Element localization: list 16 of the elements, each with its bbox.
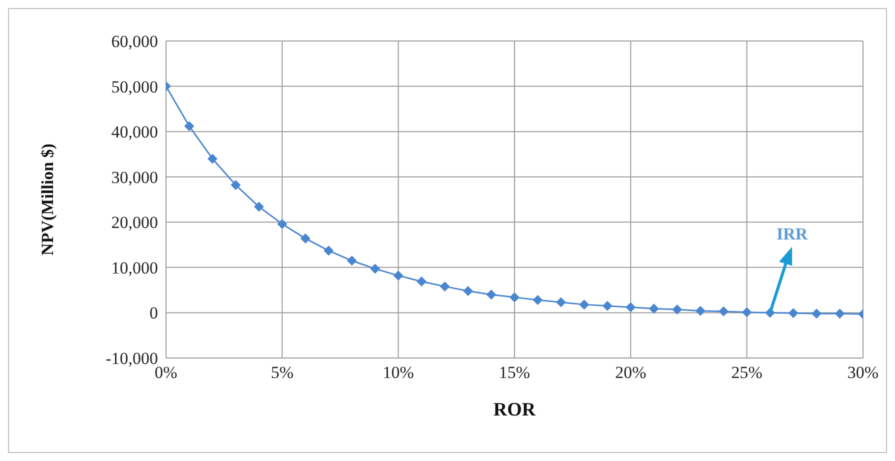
x-tick-label: 25% — [731, 363, 762, 382]
x-tick-label: 30% — [847, 363, 879, 382]
x-tick-label: 5% — [270, 363, 294, 382]
y-tick-label: 10,000 — [111, 258, 158, 278]
annotation: IRR — [776, 224, 808, 244]
x-axis-title: ROR — [493, 399, 536, 420]
y-tick-label: 50,000 — [111, 77, 158, 96]
y-axis-title: NPV(Million $) — [38, 144, 58, 256]
x-tick-label: 10% — [382, 363, 414, 382]
y-tick-label: 0 — [150, 304, 158, 323]
y-tick-label: 40,000 — [111, 122, 158, 142]
y-tick-label: 30,000 — [111, 168, 158, 187]
x-tick-label: 15% — [498, 363, 530, 382]
y-tick-label: 60,000 — [111, 32, 158, 52]
x-tick-label: 20% — [615, 363, 646, 382]
y-tick-label: 20,000 — [111, 213, 158, 232]
